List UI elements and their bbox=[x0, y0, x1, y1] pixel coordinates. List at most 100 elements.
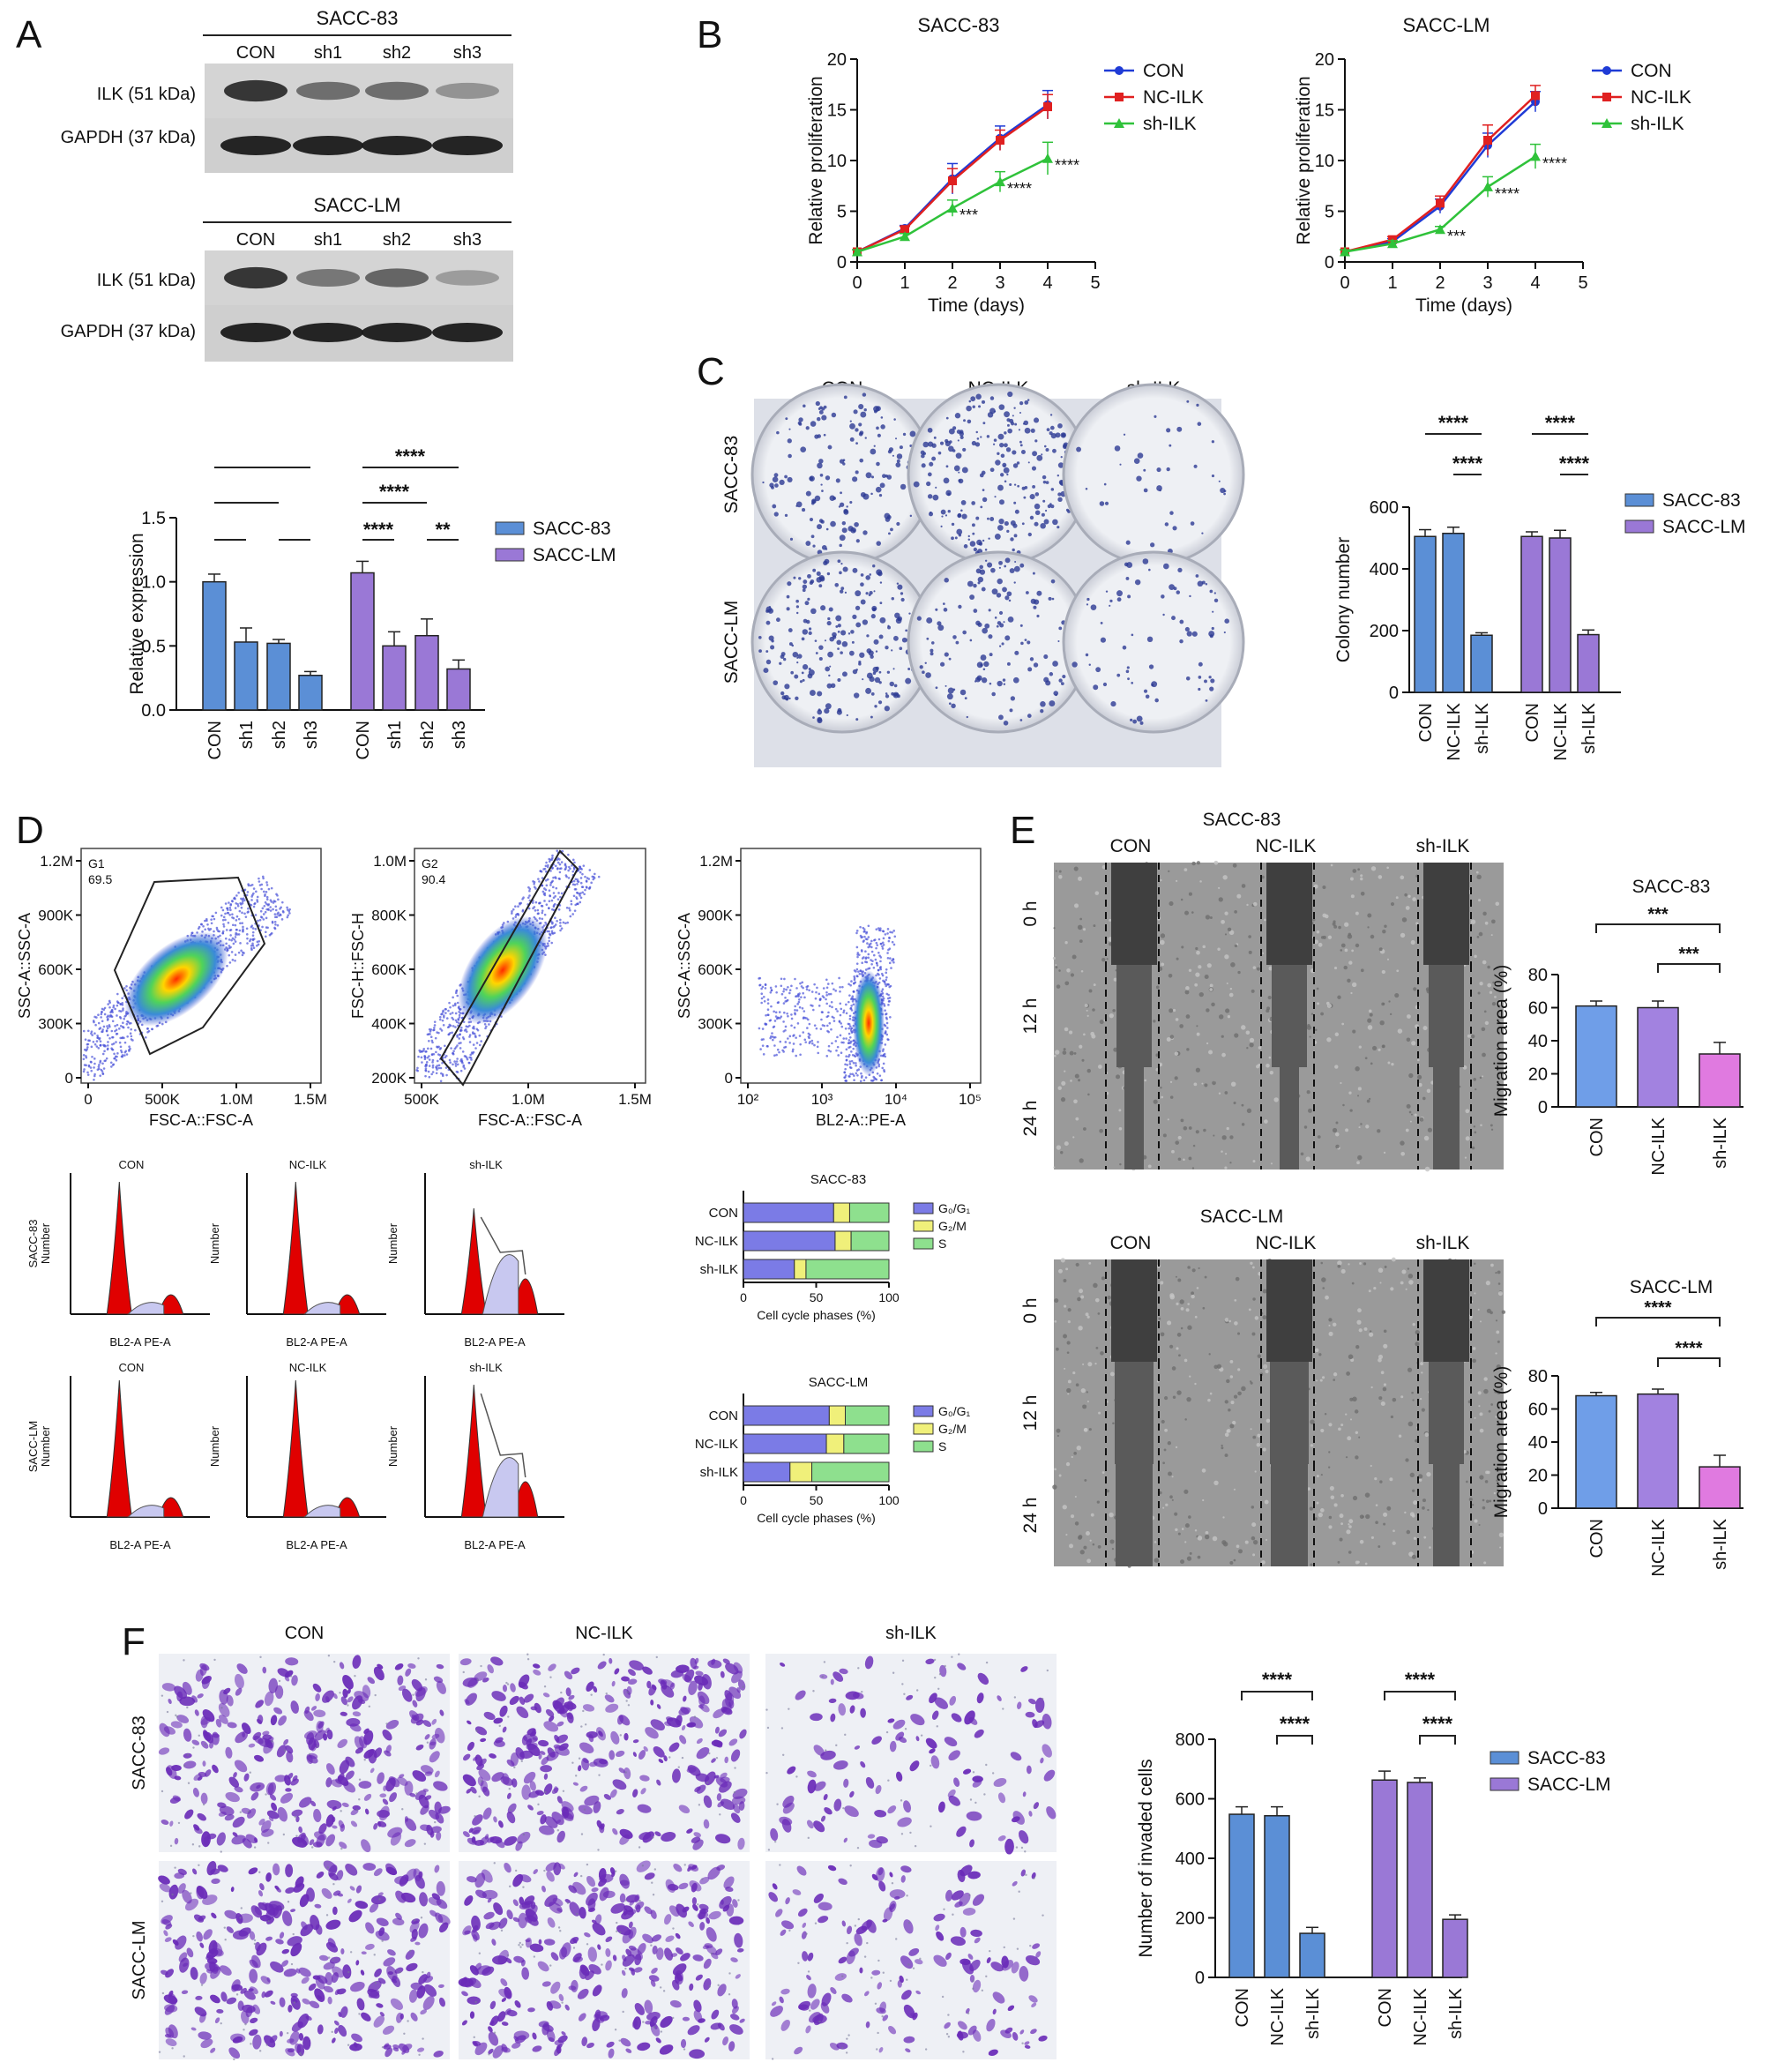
cell-texture bbox=[1181, 945, 1184, 949]
event-dot bbox=[571, 858, 575, 862]
x-axis-label: FSC-A::FSC-A bbox=[478, 1111, 582, 1129]
y-tick-label: 600K bbox=[371, 961, 407, 978]
colony bbox=[1032, 572, 1035, 575]
cell-texture bbox=[1481, 1027, 1486, 1032]
colony bbox=[1161, 594, 1165, 599]
colony bbox=[866, 648, 872, 654]
cell-texture bbox=[1330, 863, 1333, 867]
colony bbox=[1103, 482, 1107, 486]
colony bbox=[975, 620, 981, 626]
colony bbox=[1213, 598, 1219, 603]
event-dot bbox=[255, 944, 258, 947]
event-dot bbox=[269, 909, 273, 912]
legend-marker bbox=[1114, 118, 1124, 128]
event-dot bbox=[126, 1035, 129, 1038]
cell-texture bbox=[1077, 876, 1083, 881]
colony bbox=[997, 680, 1003, 687]
event-dot bbox=[199, 923, 203, 926]
cell-texture bbox=[1370, 1386, 1373, 1389]
colony bbox=[1193, 464, 1198, 468]
event-dot bbox=[233, 938, 235, 941]
colony bbox=[957, 512, 962, 518]
cell-texture bbox=[1147, 1164, 1152, 1169]
cell-texture bbox=[1088, 1261, 1092, 1265]
event-dot bbox=[559, 895, 562, 899]
event-dot bbox=[485, 1025, 488, 1028]
event-dot bbox=[444, 1007, 447, 1011]
event-dot bbox=[875, 928, 878, 930]
colony bbox=[895, 462, 901, 468]
cell-texture bbox=[1169, 1035, 1175, 1039]
event-dot bbox=[122, 1009, 124, 1012]
event-dot bbox=[865, 960, 869, 964]
event-dot bbox=[110, 1065, 113, 1068]
event-dot bbox=[866, 942, 869, 945]
colony bbox=[817, 691, 823, 697]
g1-peak bbox=[282, 1379, 309, 1518]
stack-segment bbox=[805, 1259, 890, 1280]
colony bbox=[1012, 676, 1019, 684]
colony bbox=[834, 583, 840, 587]
legend-swatch bbox=[1624, 493, 1654, 507]
event-dot bbox=[761, 1044, 765, 1047]
cell-texture bbox=[1497, 1270, 1501, 1274]
colony bbox=[827, 617, 831, 621]
event-dot bbox=[441, 1074, 444, 1078]
event-dot bbox=[579, 900, 582, 904]
event-dot bbox=[778, 1050, 780, 1054]
event-dot bbox=[90, 1030, 93, 1033]
colony bbox=[982, 489, 985, 491]
cell-texture bbox=[1388, 1000, 1391, 1003]
colony bbox=[838, 505, 841, 508]
colony bbox=[829, 665, 832, 668]
event-dot bbox=[795, 1054, 797, 1057]
cell-texture bbox=[1188, 892, 1192, 896]
event-dot bbox=[888, 985, 892, 989]
cell-texture bbox=[1177, 1157, 1182, 1162]
cell-texture bbox=[1229, 987, 1233, 990]
cell-texture bbox=[1204, 1275, 1207, 1279]
scratch-gap bbox=[1272, 965, 1307, 1067]
colony bbox=[1133, 458, 1140, 465]
colony bbox=[966, 715, 968, 719]
cell-texture bbox=[1229, 1359, 1234, 1364]
event-dot bbox=[853, 978, 856, 982]
cell-texture bbox=[1318, 1512, 1323, 1518]
event-dot bbox=[859, 934, 862, 938]
event-dot bbox=[86, 1071, 89, 1074]
event-dot bbox=[846, 1064, 849, 1066]
cell-texture bbox=[1339, 1513, 1344, 1519]
cell-texture bbox=[1094, 891, 1100, 895]
event-dot bbox=[884, 1009, 886, 1012]
event-dot bbox=[231, 959, 235, 961]
stack-segment bbox=[833, 1202, 850, 1223]
cell-texture bbox=[1486, 1308, 1491, 1313]
cell-texture bbox=[1490, 1263, 1494, 1267]
cell-texture bbox=[1083, 1545, 1087, 1550]
colony bbox=[1007, 428, 1012, 434]
event-dot bbox=[242, 951, 244, 954]
event-dot bbox=[820, 1011, 824, 1013]
cell-texture bbox=[1369, 1330, 1372, 1333]
cell-texture bbox=[1172, 1395, 1176, 1399]
x-tick-label: 10⁴ bbox=[885, 1091, 907, 1108]
colony bbox=[1060, 682, 1064, 685]
event-dot bbox=[93, 1066, 95, 1069]
cell-texture bbox=[1464, 1156, 1467, 1159]
colony bbox=[793, 576, 796, 579]
event-dot bbox=[101, 1007, 104, 1011]
event-dot bbox=[454, 1065, 458, 1067]
event-dot bbox=[795, 1036, 797, 1039]
event-dot bbox=[444, 1044, 446, 1048]
colony bbox=[1013, 581, 1016, 584]
event-dot bbox=[202, 924, 205, 928]
colony bbox=[1022, 422, 1026, 425]
event-dot bbox=[107, 1041, 109, 1043]
event-dot bbox=[573, 861, 576, 864]
colony bbox=[935, 486, 937, 489]
colony bbox=[1006, 661, 1011, 666]
colony bbox=[820, 483, 823, 486]
colony bbox=[963, 419, 966, 422]
column-label: sh-ILK bbox=[1416, 1233, 1470, 1253]
event-dot bbox=[882, 937, 885, 940]
